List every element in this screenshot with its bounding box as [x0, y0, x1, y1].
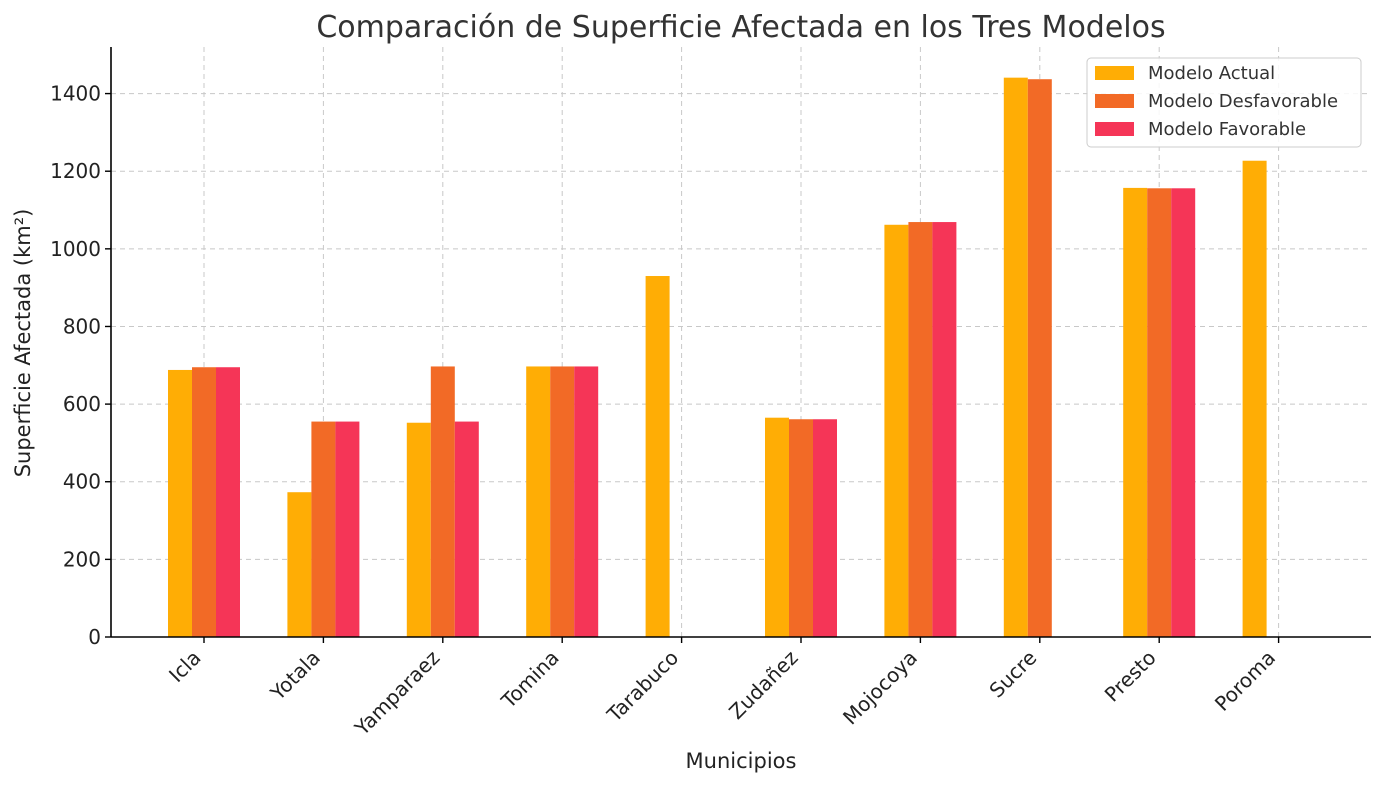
legend-swatch [1095, 66, 1134, 80]
legend-label: Modelo Favorable [1148, 119, 1306, 140]
x-tick-label: Tomina [496, 646, 564, 714]
legend-swatch [1095, 94, 1134, 108]
bar [430, 366, 455, 637]
y-tick-label: 600 [63, 392, 101, 416]
y-tick-label: 800 [63, 314, 101, 338]
bar [454, 421, 479, 637]
y-tick-label: 1200 [50, 159, 101, 183]
bar [526, 366, 551, 637]
y-tick-label: 1000 [50, 237, 101, 261]
bar [1147, 188, 1172, 637]
x-tick-label: Poroma [1210, 646, 1280, 716]
bar [789, 419, 813, 637]
legend-swatch [1095, 122, 1134, 136]
bar [1027, 79, 1052, 637]
bars [168, 77, 1267, 638]
bar [645, 276, 670, 637]
bar [908, 222, 933, 637]
x-tick-label: Icla [164, 646, 206, 688]
x-tick-label: Zudañez [724, 646, 802, 724]
bar [192, 367, 216, 637]
bar [335, 421, 360, 637]
y-ticks: 0 200 400 600 800 1000 1200 1400 [50, 82, 111, 649]
bar [1003, 77, 1028, 637]
bar [813, 419, 837, 637]
bar [311, 421, 336, 637]
x-tick-label: Sucre [984, 646, 1041, 703]
bar [1242, 160, 1267, 637]
bar [574, 366, 599, 637]
legend: Modelo Actual Modelo Desfavorable Modelo F… [1086, 57, 1362, 148]
legend-label: Modelo Desfavorable [1148, 91, 1338, 112]
x-tick-label: Presto [1100, 646, 1161, 707]
y-tick-label: 200 [63, 547, 101, 571]
x-tick-label: Yamparaez [349, 646, 444, 741]
bar [216, 367, 240, 637]
bar [168, 369, 192, 637]
y-axis-title: Superficie Afectada (km²) [11, 209, 35, 478]
legend-box [1086, 57, 1362, 148]
bar [406, 422, 431, 637]
y-tick-label: 400 [63, 470, 101, 494]
axes [110, 47, 1371, 638]
chart-title: Comparación de Superficie Afectada en lo… [316, 10, 1165, 45]
bar [765, 417, 789, 637]
bar [932, 222, 957, 637]
bar [550, 366, 575, 637]
y-tick-label: 0 [88, 625, 101, 649]
x-axis-title: Municipios [686, 749, 797, 773]
x-tick-label: Mojocoya [838, 646, 922, 730]
x-ticks: Icla Yotala Yamparaez Tomina Tarabuco Zudañez… [164, 637, 1280, 741]
bar [287, 492, 312, 637]
bar [884, 224, 909, 638]
x-tick-label: Tarabuco [602, 646, 683, 727]
bar [1171, 188, 1196, 637]
x-tick-label: Yotala [265, 646, 325, 706]
bar [1123, 187, 1148, 638]
legend-label: Modelo Actual [1148, 63, 1275, 84]
y-tick-label: 1400 [50, 82, 101, 106]
